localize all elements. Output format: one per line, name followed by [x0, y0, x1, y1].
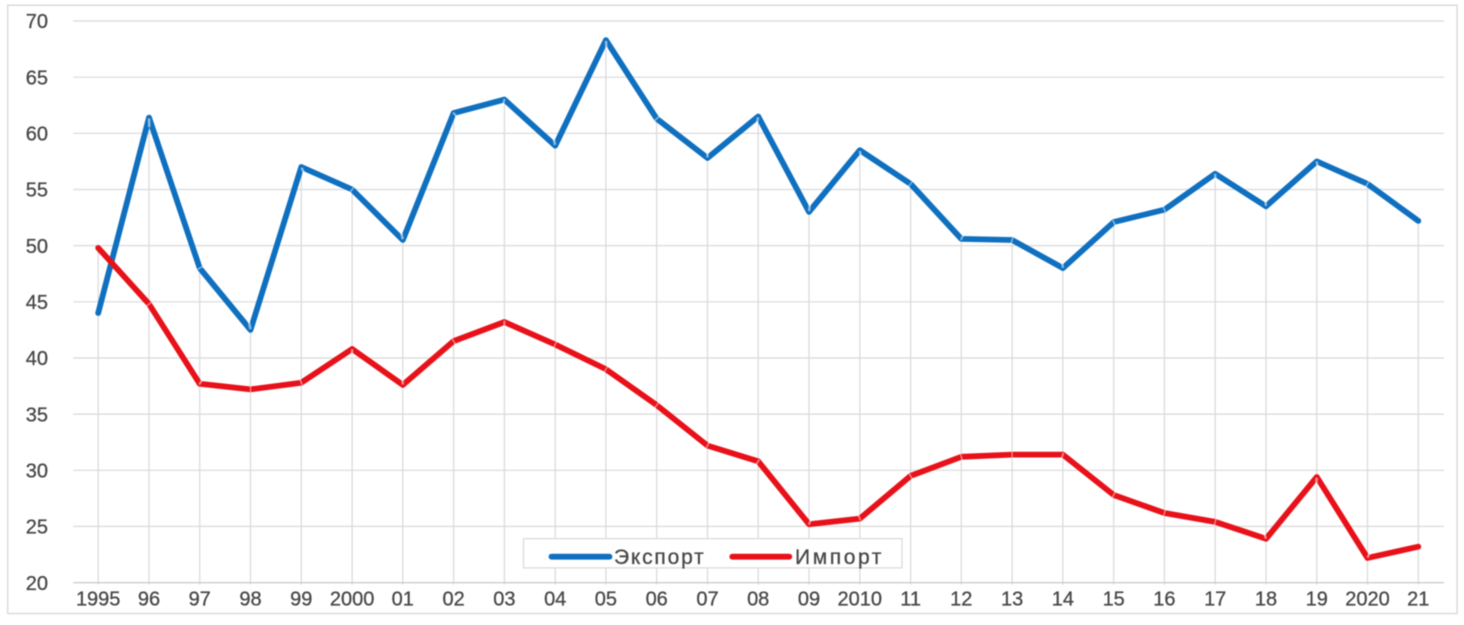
svg-text:96: 96	[138, 589, 160, 611]
svg-text:12: 12	[950, 589, 972, 611]
svg-text:2000: 2000	[330, 589, 375, 611]
svg-text:55: 55	[26, 180, 48, 202]
svg-text:50: 50	[26, 236, 48, 258]
svg-text:16: 16	[1153, 589, 1175, 611]
svg-text:20: 20	[26, 573, 48, 595]
svg-text:45: 45	[26, 292, 48, 314]
svg-text:11: 11	[900, 589, 921, 611]
svg-text:17: 17	[1204, 589, 1226, 611]
svg-text:06: 06	[646, 589, 668, 611]
svg-text:65: 65	[26, 67, 48, 89]
svg-text:05: 05	[595, 589, 617, 611]
svg-text:2010: 2010	[838, 589, 883, 611]
svg-text:70: 70	[26, 11, 48, 33]
svg-text:15: 15	[1103, 589, 1125, 611]
svg-text:97: 97	[189, 589, 211, 611]
svg-text:13: 13	[1001, 589, 1023, 611]
svg-text:60: 60	[26, 124, 48, 146]
svg-text:08: 08	[747, 589, 769, 611]
svg-text:19: 19	[1306, 589, 1328, 611]
svg-text:01: 01	[392, 589, 414, 611]
svg-text:07: 07	[696, 589, 718, 611]
svg-text:Экспорт: Экспорт	[614, 546, 706, 569]
svg-text:02: 02	[442, 589, 464, 611]
svg-text:35: 35	[26, 404, 48, 426]
svg-text:1995: 1995	[76, 589, 121, 611]
svg-text:18: 18	[1255, 589, 1277, 611]
svg-text:40: 40	[26, 348, 48, 370]
svg-text:98: 98	[239, 589, 261, 611]
svg-text:09: 09	[798, 589, 820, 611]
svg-text:25: 25	[26, 517, 48, 539]
svg-text:03: 03	[493, 589, 515, 611]
svg-text:99: 99	[290, 589, 312, 611]
svg-text:21: 21	[1407, 589, 1429, 611]
svg-text:04: 04	[544, 589, 566, 611]
svg-text:30: 30	[26, 461, 48, 483]
svg-text:14: 14	[1052, 589, 1074, 611]
svg-text:Импорт: Импорт	[795, 546, 884, 569]
svg-text:2020: 2020	[1345, 589, 1390, 611]
